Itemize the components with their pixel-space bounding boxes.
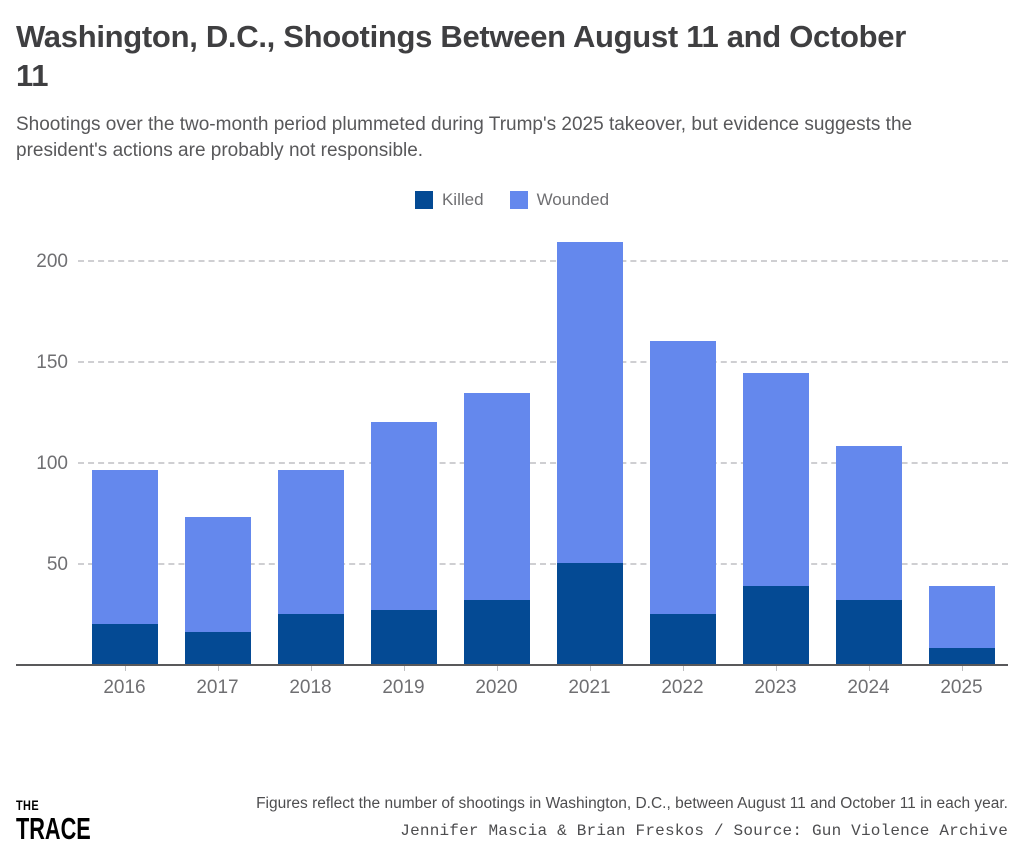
stacked-bar[interactable]: [835, 445, 902, 667]
bar-segment-wounded[interactable]: [370, 421, 437, 610]
x-axis-tick-label: 2021: [568, 677, 611, 699]
x-axis-tick-label: 2018: [289, 677, 332, 699]
bar-segment-killed[interactable]: [556, 563, 623, 667]
bar-segment-wounded[interactable]: [742, 373, 809, 586]
legend-label: Wounded: [536, 190, 610, 210]
x-axis-tick-label: 2020: [475, 677, 518, 699]
chart-footer: THE TRACE Figures reflect the number of …: [16, 792, 1008, 844]
stacked-bar[interactable]: [277, 470, 344, 667]
bar-segment-killed[interactable]: [463, 599, 530, 667]
logo-the-text: THE: [16, 797, 40, 813]
bar-segment-wounded[interactable]: [556, 241, 623, 564]
bar-segment-killed[interactable]: [370, 609, 437, 667]
gridline-200: 200: [36, 251, 1008, 272]
bar-group-2023[interactable]: 2023: [729, 231, 822, 698]
bar-segment-wounded[interactable]: [91, 470, 158, 624]
logo-trace-text: TRACE: [16, 811, 91, 846]
bar-group-2017[interactable]: 2017: [171, 231, 264, 698]
chart-area: 50 100 150 200 2016 2017 2018 2019 2020 2021 2022…: [16, 231, 1008, 701]
x-axis-line: [16, 664, 1008, 667]
stacked-bar[interactable]: [184, 516, 251, 667]
bar-group-2022[interactable]: 2022: [636, 231, 729, 698]
x-axis-tick-label: 2024: [847, 677, 890, 699]
gridline-150: 150: [36, 352, 1008, 373]
y-axis-tick-label: 150: [36, 351, 68, 373]
footer-text-block: Figures reflect the number of shootings …: [110, 792, 1008, 843]
plot-region: 50 100 150 200 2016 2017 2018 2019 2020 2021 2022…: [16, 231, 1008, 698]
bar-segment-wounded[interactable]: [649, 340, 716, 614]
stacked-bar[interactable]: [463, 393, 530, 667]
bar-segment-killed[interactable]: [277, 613, 344, 667]
stacked-bar[interactable]: [370, 421, 437, 667]
legend-label: Killed: [441, 190, 484, 210]
bar-group-2024[interactable]: 2024: [822, 231, 915, 698]
x-axis-tick-label: 2017: [196, 677, 239, 699]
bar-group-2019[interactable]: 2019: [357, 231, 450, 698]
bar-segment-killed[interactable]: [835, 599, 902, 667]
x-axis-tickmark: [868, 666, 870, 672]
page-subtitle: Shootings over the two-month period plum…: [16, 113, 913, 162]
footnote: Figures reflect the number of shootings …: [256, 795, 1008, 812]
bar-segment-wounded[interactable]: [928, 585, 995, 649]
bar-segment-killed[interactable]: [742, 585, 809, 667]
bar-segment-wounded[interactable]: [277, 470, 344, 614]
x-axis-tickmark: [775, 666, 777, 672]
bar-segment-killed[interactable]: [184, 632, 251, 667]
x-axis-tick-label: 2023: [754, 677, 797, 699]
x-axis-tickmark: [310, 666, 312, 672]
x-axis-tickmark: [496, 666, 498, 672]
x-axis-tickmark: [682, 666, 684, 672]
y-axis-tick-label: 200: [36, 250, 68, 272]
x-axis-tickmark: [124, 666, 126, 672]
square-swatch-icon: [414, 191, 433, 210]
stacked-bar[interactable]: [649, 340, 716, 667]
x-axis-tickmark: [217, 666, 219, 672]
stacked-bar[interactable]: [556, 241, 623, 667]
stacked-bar[interactable]: [742, 373, 809, 667]
bar-segment-killed[interactable]: [649, 613, 716, 667]
legend-item-wounded[interactable]: Wounded: [509, 190, 610, 210]
x-axis-tick-label: 2025: [940, 677, 983, 699]
bar-group-2020[interactable]: 2020: [450, 231, 543, 698]
x-axis-tickmark: [961, 666, 963, 672]
bar-segment-wounded[interactable]: [835, 445, 902, 600]
bar-segment-wounded[interactable]: [463, 393, 530, 600]
bar-segment-killed[interactable]: [928, 648, 995, 667]
the-trace-logo: THE TRACE: [16, 792, 92, 844]
bar-series: 2016 2017 2018 2019 2020 2021 2022 2023 2024 2025: [78, 231, 1008, 698]
x-axis-tick-label: 2019: [382, 677, 425, 699]
bar-segment-wounded[interactable]: [184, 516, 251, 633]
bar-group-2025[interactable]: 2025: [915, 231, 1008, 698]
x-axis-tick-label: 2022: [661, 677, 704, 699]
y-axis-tick-label: 50: [46, 554, 68, 576]
bar-group-2021[interactable]: 2021: [543, 231, 636, 698]
gridline-100: 100: [36, 453, 1008, 474]
chart-legend: Killed Wounded: [16, 187, 1008, 213]
bar-segment-killed[interactable]: [91, 623, 158, 667]
square-swatch-icon: [509, 191, 528, 210]
page-title: Washington, D.C., Shootings Between Augu…: [16, 19, 906, 93]
gridline-50: 50: [47, 554, 1008, 575]
y-axis-tick-label: 100: [36, 453, 68, 475]
bar-group-2018[interactable]: 2018: [264, 231, 357, 698]
byline-source: Jennifer Mascia & Brian Freskos / Source…: [400, 822, 1008, 841]
x-axis-tickmark: [589, 666, 591, 672]
legend-item-killed[interactable]: Killed: [414, 190, 484, 210]
stacked-bar[interactable]: [928, 585, 995, 667]
bar-group-2016[interactable]: 2016: [78, 231, 171, 698]
stacked-bar[interactable]: [91, 470, 158, 667]
x-axis-tickmark: [403, 666, 405, 672]
x-axis-tick-label: 2016: [103, 677, 146, 699]
